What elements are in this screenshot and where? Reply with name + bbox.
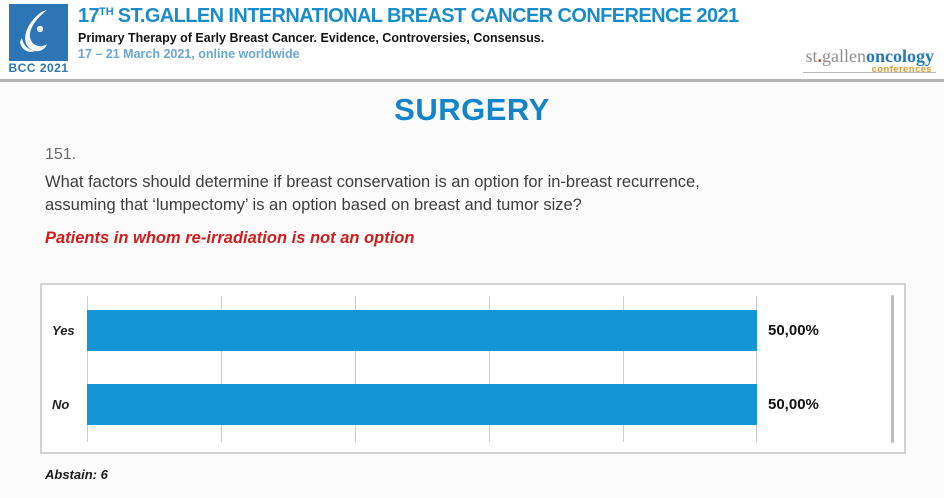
swan-icon	[9, 4, 68, 61]
title-block: 17TH ST.GALLEN INTERNATIONAL BREAST CANCE…	[78, 5, 739, 61]
conference-subtitle: Primary Therapy of Early Breast Cancer. …	[78, 31, 545, 45]
org-logo-oncology: oncology	[865, 46, 934, 66]
org-logo-st: st	[805, 46, 818, 66]
gridline	[623, 296, 624, 442]
header-divider	[0, 79, 944, 82]
conference-title: 17TH ST.GALLEN INTERNATIONAL BREAST CANCE…	[78, 5, 739, 28]
question-highlight: Patients in whom re-irradiation is not a…	[45, 229, 415, 247]
bar-no	[87, 384, 757, 425]
gridline	[87, 296, 88, 442]
gridline	[756, 296, 757, 442]
header: BCC 2021 17TH ST.GALLEN INTERNATIONAL BRE…	[0, 0, 944, 79]
conference-dates: 17 – 21 March 2021, online worldwide	[78, 47, 300, 61]
main-content: SURGERY 151. What factors should determi…	[0, 82, 944, 498]
question-number: 151.	[45, 146, 77, 163]
bcc-logo	[9, 4, 68, 61]
stgallen-oncology-logo: st.gallenoncology conferences	[803, 46, 936, 75]
abstain-note: Abstain: 6	[45, 467, 108, 482]
poll-results-chart: Yes No 50,00% 50,00%	[40, 283, 906, 454]
org-logo-conferences: conferences	[871, 64, 932, 75]
section-title: SURGERY	[394, 92, 550, 127]
org-logo-gallen: gallen	[822, 46, 866, 66]
plot-area	[87, 296, 757, 442]
scrollbar-thumb[interactable]	[891, 295, 894, 443]
gridline	[355, 296, 356, 442]
org-logo-dot: .	[817, 46, 823, 66]
bar-yes	[87, 310, 757, 351]
question-text: What factors should determine if breast …	[45, 173, 700, 215]
conference-title-text: ST.GALLEN INTERNATIONAL BREAST CANCER CO…	[117, 5, 739, 27]
category-label-yes: Yes	[52, 323, 75, 338]
bcc-logo-caption: BCC 2021	[8, 61, 69, 75]
gridline	[221, 296, 222, 442]
conference-title-ordinal: TH	[99, 6, 114, 18]
value-label-yes: 50,00%	[768, 322, 819, 339]
category-label-no: No	[52, 397, 70, 412]
gridline	[489, 296, 490, 442]
value-label-no: 50,00%	[768, 396, 819, 413]
conference-title-number: 17	[78, 5, 100, 27]
